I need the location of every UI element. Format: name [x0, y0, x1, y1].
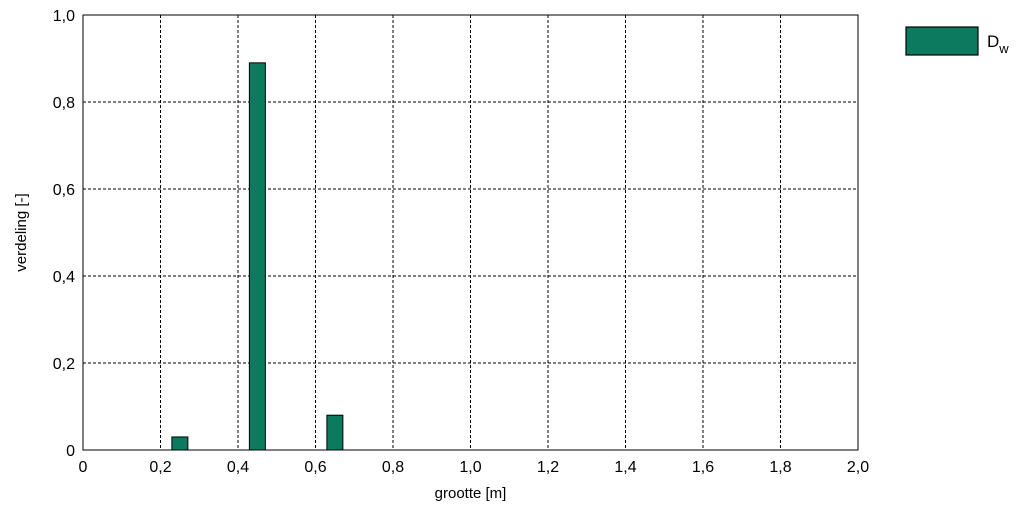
- x-tick-labels: 0 0,2 0,4 0,6 0,8 1,0 1,2 1,4 1,6 1,8 2,0: [79, 459, 870, 476]
- x-tick-label: 0,6: [304, 459, 326, 476]
- legend: Dw: [905, 26, 1009, 56]
- x-tick-label: 1,0: [459, 459, 481, 476]
- y-tick-label: 0,6: [53, 182, 75, 199]
- y-axis-label: verdeling [-]: [13, 193, 30, 271]
- x-tick-label: 1,6: [692, 459, 714, 476]
- x-tick-label: 0,4: [227, 459, 249, 476]
- bar-dw-1: [248, 62, 266, 451]
- x-axis-label: grootte [m]: [435, 485, 507, 502]
- legend-swatch-dw: [905, 26, 979, 56]
- x-tick-label: 0,2: [149, 459, 171, 476]
- y-tick-label: 1,0: [53, 8, 75, 25]
- plot-frame: [82, 14, 859, 451]
- y-tick-label: 0,4: [53, 269, 75, 286]
- y-tick-label: 0,2: [53, 356, 75, 373]
- y-tick-label: 0,8: [53, 95, 75, 112]
- bar-dw-0: [171, 436, 189, 451]
- legend-label-main: D: [987, 32, 999, 51]
- bar-dw-2: [326, 414, 344, 451]
- grid-lines: [83, 15, 858, 450]
- x-tick-label: 2,0: [847, 459, 869, 476]
- y-tick-label: 0: [66, 443, 75, 460]
- x-tick-label: 1,2: [537, 459, 559, 476]
- legend-label-sub: w: [998, 41, 1009, 56]
- x-tick-label: 0: [79, 459, 88, 476]
- legend-label-dw: Dw: [987, 32, 1009, 56]
- x-tick-label: 0,8: [382, 459, 404, 476]
- y-tick-labels: 0 0,2 0,4 0,6 0,8 1,0: [53, 8, 75, 460]
- x-tick-label: 1,4: [614, 459, 636, 476]
- x-tick-label: 1,8: [769, 459, 791, 476]
- bars: [171, 62, 344, 451]
